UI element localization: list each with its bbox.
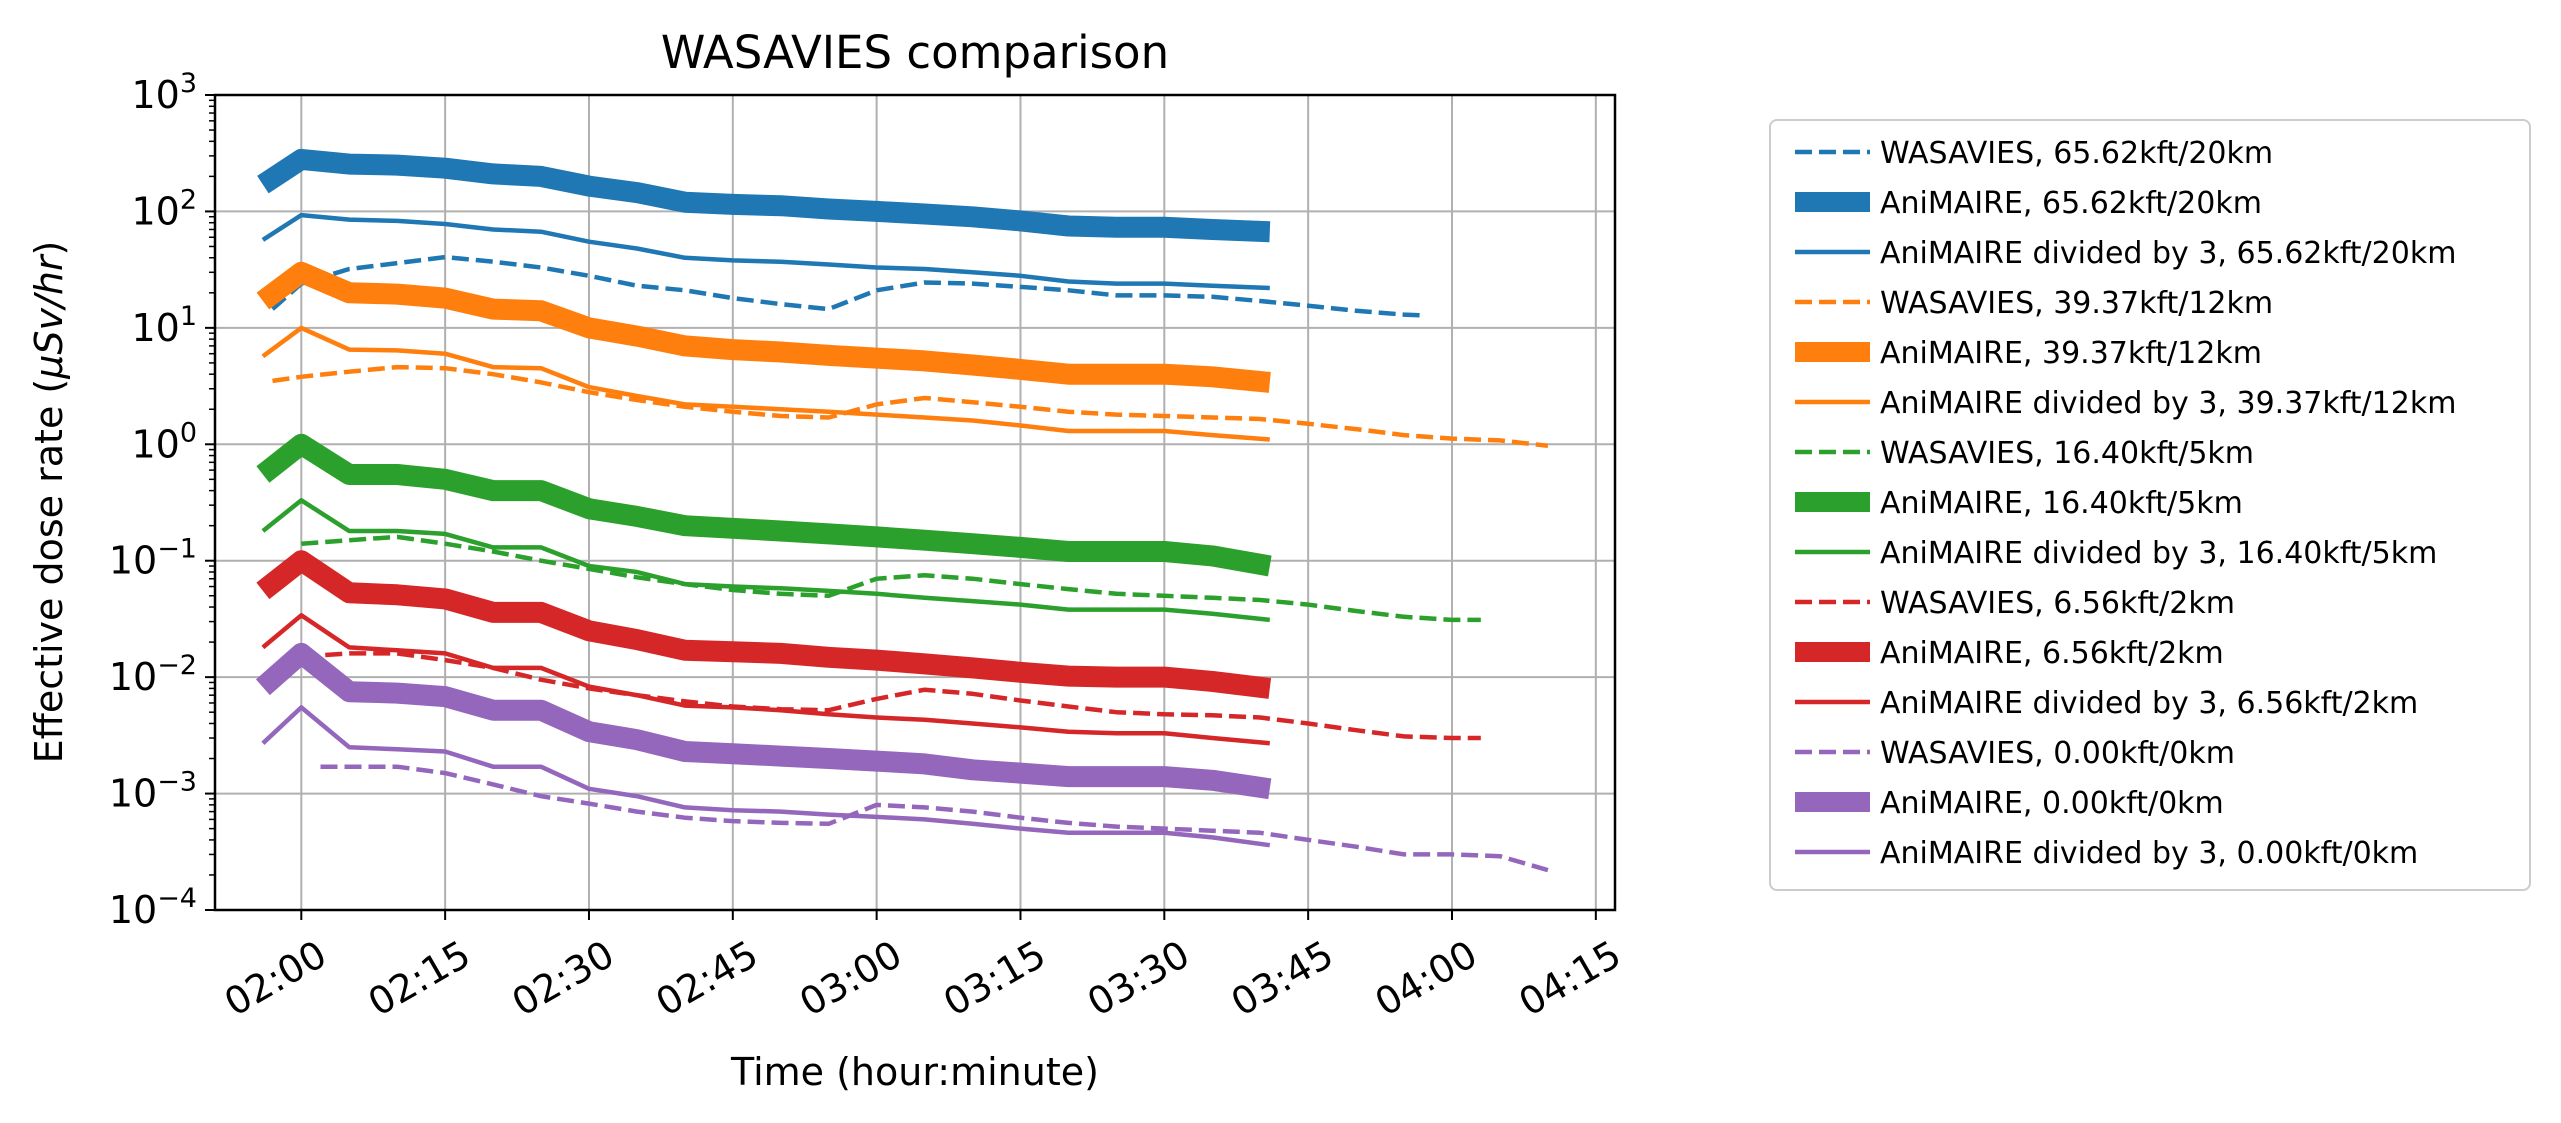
plot-frame — [213, 93, 1617, 912]
y-tick-exponent: 1 — [180, 301, 197, 332]
legend-label: WASAVIES, 39.37kft/12km — [1880, 286, 2273, 321]
y-tick-label: 101 — [131, 301, 197, 350]
y-tick-mantissa: 10 — [109, 888, 157, 932]
y-tick-exponent: 3 — [180, 68, 197, 99]
y-tick-mantissa: 10 — [109, 772, 157, 816]
legend: WASAVIES, 65.62kft/20km AniMAIRE, 65.62kf… — [1769, 119, 2531, 891]
series-line-11 — [256, 550, 1272, 699]
y-tick-label: 100 — [131, 417, 197, 466]
y-tick-label: 102 — [131, 184, 197, 233]
series-line-5 — [256, 261, 1271, 393]
series-line-1 — [271, 254, 1424, 318]
y-tick-exponent: 0 — [180, 417, 197, 448]
y-tick-label: 10−4 — [109, 883, 197, 932]
y-tick-label: 10−3 — [109, 767, 197, 816]
y-axis-label-unit: μSv/hr — [27, 253, 71, 380]
series-line-13 — [320, 764, 1549, 873]
series-line-7 — [301, 534, 1481, 623]
legend-label: AniMAIRE divided by 3, 16.40kft/5km — [1880, 536, 2437, 571]
series-line-12 — [261, 613, 1271, 746]
series-line-9 — [261, 498, 1271, 623]
legend-label: AniMAIRE divided by 3, 6.56kft/2km — [1880, 686, 2418, 721]
y-tick-exponent: −3 — [157, 767, 197, 798]
legend-label: AniMAIRE, 65.62kft/20km — [1880, 186, 2262, 221]
series-line-2 — [257, 148, 1271, 243]
y-tick-label: 10−2 — [109, 650, 197, 699]
chart-title: WASAVIES comparison — [661, 26, 1169, 79]
legend-label: WASAVIES, 16.40kft/5km — [1880, 436, 2254, 471]
series-line-8 — [256, 433, 1272, 577]
y-tick-mantissa: 10 — [131, 73, 179, 117]
y-tick-label: 103 — [131, 68, 197, 117]
y-axis-label: Effective dose rate (μSv/hr) — [27, 241, 71, 764]
y-tick-mantissa: 10 — [131, 306, 179, 350]
y-tick-label: 10−1 — [109, 534, 197, 583]
legend-label: AniMAIRE divided by 3, 39.37kft/12km — [1880, 386, 2456, 421]
y-tick-mantissa: 10 — [131, 422, 179, 466]
y-tick-mantissa: 10 — [131, 189, 179, 233]
legend-label: WASAVIES, 65.62kft/20km — [1880, 136, 2273, 171]
legend-label: AniMAIRE divided by 3, 0.00kft/0km — [1880, 836, 2418, 871]
legend-label: WASAVIES, 0.00kft/0km — [1880, 736, 2235, 771]
y-tick-exponent: 2 — [180, 184, 197, 215]
series-line-15 — [261, 705, 1271, 848]
legend-label: AniMAIRE, 0.00kft/0km — [1880, 786, 2224, 821]
y-tick-exponent: −4 — [157, 883, 197, 914]
series-line-4 — [272, 364, 1549, 449]
legend-label: WASAVIES, 6.56kft/2km — [1880, 586, 2235, 621]
y-axis-label-suffix: ) — [27, 241, 71, 256]
x-axis-label: Time (hour:minute) — [730, 1050, 1099, 1094]
y-tick-mantissa: 10 — [109, 655, 157, 699]
legend-label: AniMAIRE, 16.40kft/5km — [1880, 486, 2243, 521]
legend-label: AniMAIRE, 6.56kft/2km — [1880, 636, 2224, 671]
legend-label: AniMAIRE divided by 3, 65.62kft/20km — [1880, 236, 2456, 271]
legend-label: AniMAIRE, 39.37kft/12km — [1880, 336, 2262, 371]
series-line-14 — [255, 642, 1272, 800]
y-tick-exponent: −2 — [157, 650, 197, 681]
legend-box — [1769, 119, 2531, 891]
series-line-6 — [261, 325, 1270, 442]
series-line-3 — [261, 212, 1270, 291]
series-layer — [255, 148, 1549, 873]
y-tick-exponent: −1 — [157, 534, 197, 565]
y-axis-label-prefix: Effective dose rate ( — [27, 379, 71, 764]
y-tick-mantissa: 10 — [109, 539, 157, 583]
